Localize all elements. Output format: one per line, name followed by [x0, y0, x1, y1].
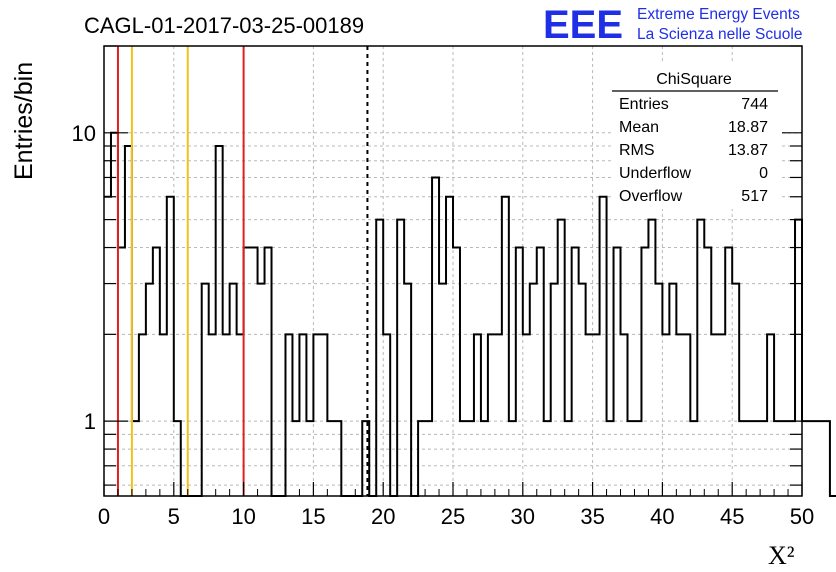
stats-label: Overflow	[619, 188, 683, 205]
x-tick-label: 25	[441, 504, 465, 529]
stats-value: 0	[759, 165, 768, 182]
y-tick-label: 10	[72, 121, 96, 146]
x-tick-label: 30	[511, 504, 535, 529]
x-tick-label: 45	[720, 504, 744, 529]
stats-box-name: ChiSquare	[656, 71, 732, 88]
reference-lines	[116, 46, 369, 496]
x-tick-label: 40	[650, 504, 674, 529]
stats-box: ChiSquare Entries 744 Mean 18.87 RMS 13.…	[612, 64, 782, 209]
stats-label: Entries	[619, 96, 669, 113]
eee-logo-mark: EEE	[543, 3, 623, 47]
x-tick-label: 35	[580, 504, 604, 529]
y-tick-labels: 1 10	[72, 121, 96, 434]
histogram-outline	[104, 131, 836, 497]
histogram	[104, 131, 836, 497]
stats-value: 517	[741, 188, 768, 205]
eee-logo: EEE Extreme Energy Events La Scienza nel…	[543, 3, 802, 47]
x-tick-labels: 0 5 10 15 20 25 30 35 40 45 50	[98, 504, 814, 529]
x-tick-label: 50	[790, 504, 814, 529]
stats-box-background	[612, 64, 782, 209]
stats-value: 18.87	[728, 119, 768, 136]
y-axis-label: Entries/bin	[10, 62, 38, 180]
x-axis-label: X²	[768, 541, 795, 570]
x-tick-label: 5	[168, 504, 180, 529]
stats-label: Underflow	[619, 165, 691, 182]
y-tick-label: 1	[84, 409, 96, 434]
stats-value: 744	[741, 96, 768, 113]
stats-label: RMS	[619, 142, 655, 159]
stats-label: Mean	[619, 119, 659, 136]
logo-line2: La Scienza nelle Scuole	[637, 26, 802, 43]
x-tick-label: 0	[98, 504, 110, 529]
logo-line1: Extreme Energy Events	[637, 6, 800, 23]
chart-title: CAGL-01-2017-03-25-00189	[84, 13, 364, 38]
stats-value: 13.87	[728, 142, 768, 159]
x-tick-label: 20	[371, 504, 395, 529]
x-tick-label: 10	[231, 504, 255, 529]
axis-ticks	[103, 45, 803, 496]
x-tick-label: 15	[301, 504, 325, 529]
